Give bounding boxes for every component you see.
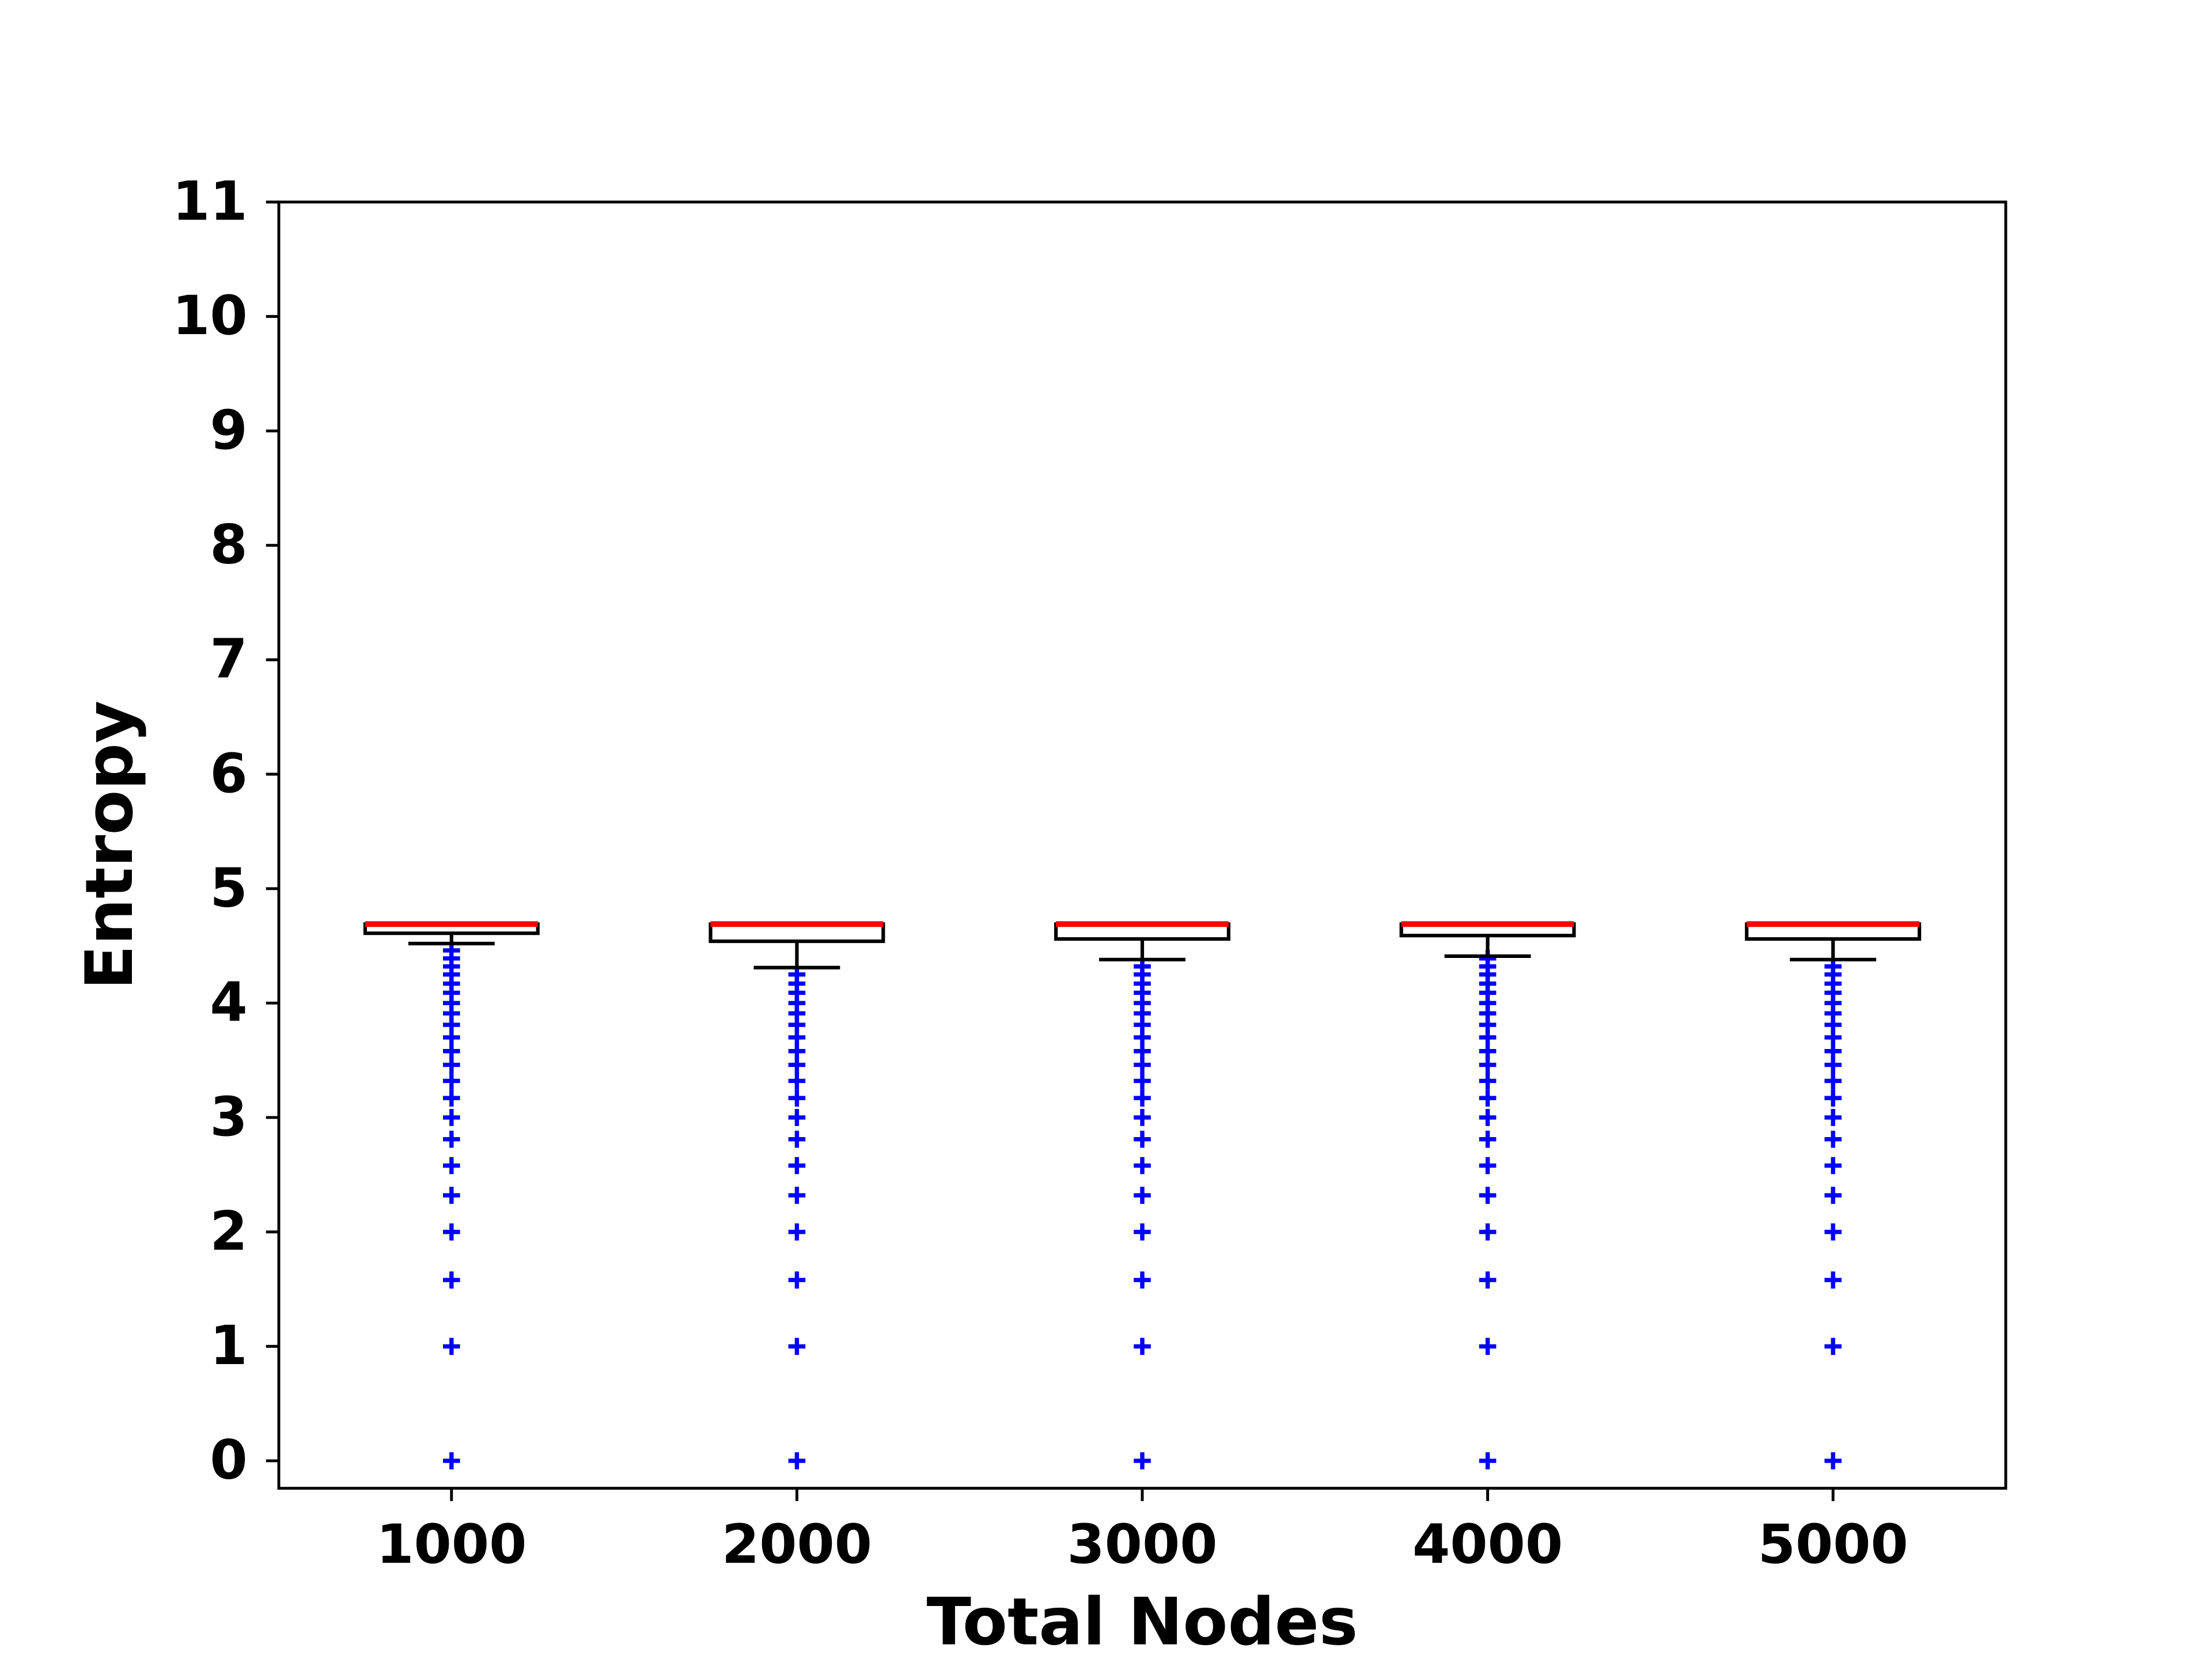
flier — [1479, 1338, 1497, 1355]
flier — [1824, 1109, 1842, 1126]
y-tick-label: 6 — [210, 743, 247, 805]
flier — [788, 1223, 806, 1241]
flier — [1134, 1130, 1151, 1148]
y-tick-label: 7 — [210, 628, 247, 691]
y-tick-label: 10 — [172, 285, 248, 347]
y-tick-label: 9 — [210, 399, 247, 462]
x-tick-label: 1000 — [376, 1513, 527, 1576]
flier — [1134, 1452, 1151, 1469]
flier — [1134, 1109, 1151, 1126]
flier — [788, 1089, 806, 1107]
flier — [788, 1338, 806, 1355]
flier — [1134, 1271, 1151, 1289]
y-tick-label: 2 — [210, 1200, 247, 1263]
flier — [1134, 1089, 1151, 1107]
flier — [1824, 1223, 1842, 1241]
flier — [442, 1187, 460, 1204]
flier — [442, 1157, 460, 1175]
x-tick-label: 2000 — [722, 1513, 872, 1576]
flier — [1824, 1187, 1842, 1204]
x-axis-label: Total Nodes — [927, 1584, 1358, 1659]
flier — [1479, 1452, 1497, 1469]
flier — [1824, 1157, 1842, 1175]
flier — [1824, 1089, 1842, 1107]
y-tick-label: 8 — [210, 514, 247, 577]
flier — [1479, 1187, 1497, 1204]
flier — [1479, 1157, 1497, 1175]
y-tick-label: 3 — [210, 1086, 247, 1149]
flier — [788, 1271, 806, 1289]
x-tick-label: 3000 — [1067, 1513, 1217, 1576]
x-tick-label: 5000 — [1758, 1513, 1908, 1576]
flier — [442, 1089, 460, 1107]
flier — [442, 1338, 460, 1355]
y-tick-label: 0 — [210, 1429, 247, 1492]
flier — [1479, 1072, 1497, 1090]
y-tick-label: 1 — [210, 1315, 247, 1377]
flier — [1824, 1072, 1842, 1090]
flier — [442, 1452, 460, 1469]
flier — [1134, 1157, 1151, 1175]
x-tick-label: 4000 — [1412, 1513, 1563, 1576]
flier — [1824, 1452, 1842, 1469]
flier — [442, 1271, 460, 1289]
y-tick-label: 4 — [210, 971, 247, 1034]
flier — [1479, 1223, 1497, 1241]
flier — [442, 1109, 460, 1126]
flier — [1824, 1130, 1842, 1148]
flier — [788, 1452, 806, 1469]
flier — [1134, 1072, 1151, 1090]
flier — [1134, 1187, 1151, 1204]
flier — [442, 1223, 460, 1241]
y-tick-label: 11 — [172, 171, 248, 233]
y-tick-label: 5 — [210, 857, 247, 919]
flier — [788, 1157, 806, 1175]
flier — [788, 1130, 806, 1148]
flier — [1479, 1109, 1497, 1126]
flier — [1824, 1271, 1842, 1289]
flier — [442, 1072, 460, 1090]
flier — [1134, 1223, 1151, 1241]
flier — [1134, 1338, 1151, 1355]
y-axis-label: Entropy — [71, 700, 147, 990]
flier — [788, 1072, 806, 1090]
flier — [442, 1130, 460, 1148]
flier — [788, 1187, 806, 1204]
flier — [1824, 1338, 1842, 1355]
flier — [1479, 1271, 1497, 1289]
flier — [1479, 1089, 1497, 1107]
plot-frame — [277, 200, 2008, 1490]
flier — [1479, 1130, 1497, 1148]
flier — [788, 1109, 806, 1126]
